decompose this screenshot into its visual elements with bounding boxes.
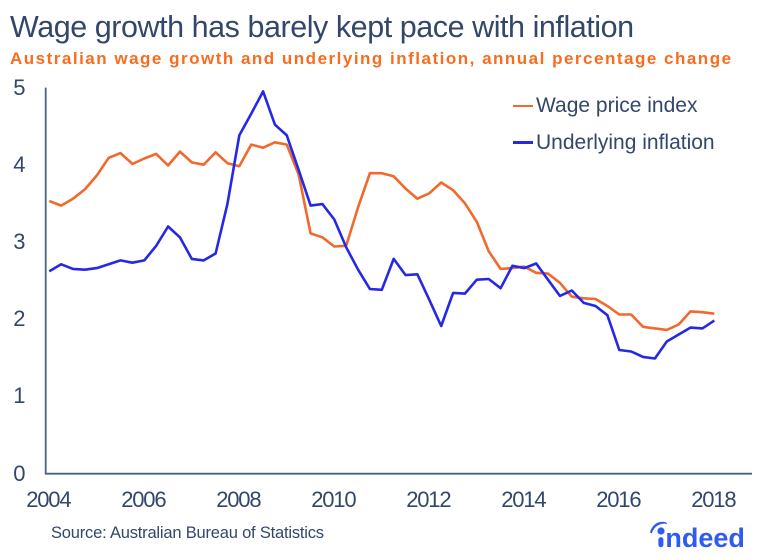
svg-text:ndeed: ndeed xyxy=(665,523,745,553)
